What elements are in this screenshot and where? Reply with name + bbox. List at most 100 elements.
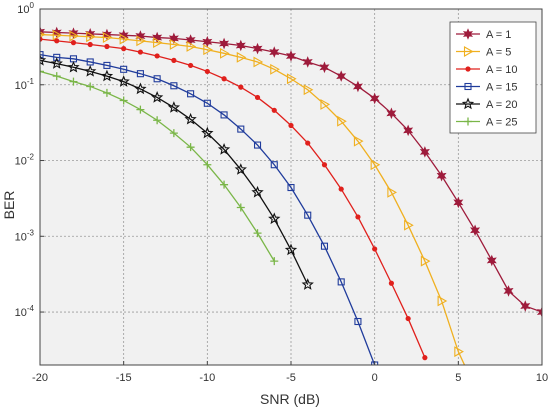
star-marker bbox=[167, 101, 181, 113]
triangle-marker bbox=[102, 32, 113, 43]
square-marker bbox=[53, 53, 61, 61]
legend-label: A = 15 bbox=[486, 82, 518, 94]
star-marker bbox=[100, 69, 114, 82]
star-marker bbox=[40, 53, 47, 66]
triangle-marker bbox=[69, 30, 80, 42]
dot-marker bbox=[188, 62, 194, 69]
dot-marker bbox=[405, 315, 411, 322]
triangle-marker bbox=[454, 346, 464, 358]
dot-marker bbox=[388, 280, 394, 286]
series-line bbox=[40, 38, 426, 358]
star-marker bbox=[268, 212, 281, 225]
plus-marker bbox=[69, 77, 78, 86]
triangle-marker bbox=[253, 56, 264, 68]
series-2 bbox=[40, 29, 466, 365]
dot-marker bbox=[321, 162, 328, 168]
star-marker bbox=[319, 61, 330, 74]
x-tick-label: 0 bbox=[372, 372, 378, 384]
star-marker bbox=[284, 243, 298, 256]
star-marker bbox=[403, 124, 414, 137]
x-tick-label: -20 bbox=[32, 372, 48, 384]
plus-marker bbox=[119, 96, 128, 105]
star-marker bbox=[461, 97, 475, 110]
dot-marker bbox=[204, 68, 210, 75]
legend-label: A = 10 bbox=[486, 64, 518, 76]
triangle-marker bbox=[186, 41, 197, 52]
dot-marker bbox=[372, 246, 378, 252]
dot-marker bbox=[238, 84, 244, 90]
dot-marker bbox=[104, 43, 110, 50]
square-marker bbox=[187, 90, 195, 98]
dot-marker bbox=[254, 94, 261, 101]
series-5 bbox=[40, 53, 314, 290]
star-marker bbox=[285, 50, 297, 62]
star-marker bbox=[219, 37, 230, 50]
star-marker bbox=[117, 75, 130, 87]
star-marker bbox=[40, 26, 46, 38]
dot-marker bbox=[171, 57, 177, 63]
star-marker bbox=[352, 80, 363, 93]
square-marker bbox=[464, 82, 472, 91]
triangle-marker bbox=[337, 115, 347, 127]
star-marker bbox=[150, 90, 164, 103]
star-marker bbox=[67, 60, 80, 73]
star-marker bbox=[301, 278, 314, 290]
star-marker bbox=[536, 306, 542, 318]
x-tick-label: 10 bbox=[536, 372, 548, 384]
square-marker bbox=[220, 111, 228, 119]
legend-entry: A = 15 bbox=[456, 82, 518, 94]
dot-marker bbox=[137, 49, 143, 55]
star-marker bbox=[50, 57, 63, 69]
star-marker bbox=[217, 142, 231, 155]
legend-label: A = 1 bbox=[486, 29, 511, 41]
square-marker bbox=[153, 75, 161, 83]
y-axis-label: BER bbox=[1, 191, 17, 220]
triangle-marker bbox=[420, 255, 431, 267]
star-marker bbox=[336, 70, 347, 82]
dot-marker bbox=[305, 140, 311, 146]
plus-marker bbox=[102, 88, 111, 97]
triangle-marker bbox=[286, 73, 297, 85]
dot-marker bbox=[40, 36, 43, 42]
legend-entry: A = 25 bbox=[456, 117, 518, 129]
plus-marker bbox=[270, 257, 279, 266]
star-marker bbox=[168, 32, 179, 45]
axes: -20 -15 -10 -5 0 5 10 100 10-1 10-2 10-3 10-4 bbox=[15, 1, 549, 384]
star-marker bbox=[235, 39, 246, 52]
legend-entry: A = 20 bbox=[456, 97, 518, 111]
star-marker bbox=[185, 34, 196, 46]
square-marker bbox=[103, 61, 111, 69]
dot-marker bbox=[54, 38, 60, 44]
square-marker bbox=[170, 82, 178, 90]
star-marker bbox=[486, 254, 497, 267]
plus-marker bbox=[253, 229, 262, 238]
star-marker bbox=[269, 46, 280, 58]
plus-marker bbox=[186, 143, 195, 152]
dot-marker bbox=[422, 355, 428, 361]
dot-marker bbox=[271, 107, 277, 113]
series-4 bbox=[40, 51, 379, 365]
star-marker bbox=[436, 169, 447, 182]
legend: A = 1 A = 5 A = 10 A = 15 A = 20 A = 25 bbox=[449, 21, 537, 134]
star-marker bbox=[503, 285, 514, 297]
triangle-marker bbox=[404, 219, 414, 231]
star-marker bbox=[118, 29, 129, 42]
dot-marker bbox=[288, 122, 294, 129]
triangle-marker bbox=[52, 29, 63, 41]
square-marker bbox=[304, 211, 312, 219]
plus-marker bbox=[464, 117, 472, 126]
plus-marker bbox=[169, 129, 178, 138]
triangle-marker bbox=[270, 63, 280, 75]
x-axis-label: SNR (dB) bbox=[260, 391, 320, 407]
plus-marker bbox=[52, 72, 61, 81]
star-marker bbox=[386, 107, 397, 120]
y-tick-label: 100 bbox=[17, 1, 34, 16]
legend-label: A = 20 bbox=[486, 99, 518, 111]
square-marker bbox=[237, 125, 245, 133]
star-marker bbox=[302, 56, 313, 68]
star-marker bbox=[234, 163, 247, 175]
series-line bbox=[40, 33, 466, 365]
star-marker bbox=[201, 126, 214, 139]
triangle-marker bbox=[119, 33, 130, 45]
